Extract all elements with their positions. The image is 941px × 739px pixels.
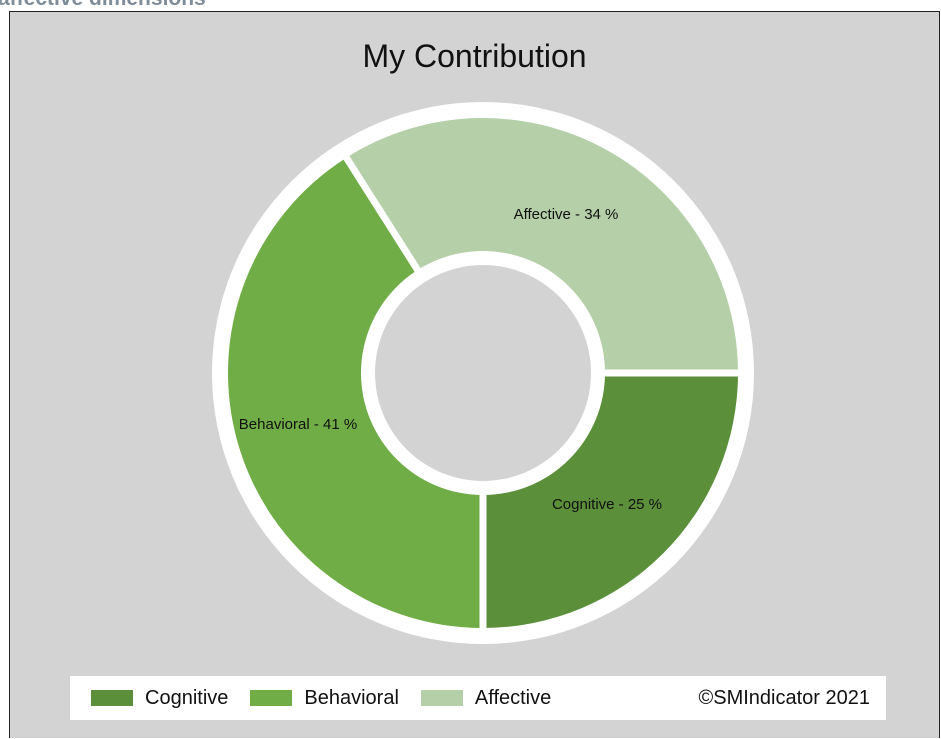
data-label-cognitive: Cognitive - 25 % <box>552 496 662 513</box>
legend-label-affective: Affective <box>474 686 552 709</box>
slice-separator <box>342 154 431 288</box>
legend-label-behavioral: Behavioral <box>304 686 399 709</box>
legend-item-behavioral: Behavioral <box>250 687 399 710</box>
chart-legend: Cognitive Behavioral Affective ©SMIndica… <box>70 676 886 720</box>
donut-hole <box>375 265 591 481</box>
slice-cognitive <box>483 373 738 628</box>
page-heading: affective dimensions <box>0 0 206 11</box>
chart-frame: My Contribution Cognitive - 25 % Behavior… <box>9 11 940 738</box>
donut-chart: Cognitive - 25 % Behavioral - 41 % Affecti… <box>212 102 754 644</box>
legend-label-cognitive: Cognitive <box>145 686 229 709</box>
legend-swatch-affective <box>420 690 463 706</box>
legend-item-cognitive: Cognitive <box>91 687 228 710</box>
chart-title: My Contribution <box>362 38 587 74</box>
slice-affective <box>346 118 738 373</box>
legend-swatch-cognitive <box>91 690 133 706</box>
legend-item-affective: Affective <box>420 686 552 710</box>
copyright-text: ©SMIndicator 2021 <box>698 686 871 709</box>
data-label-affective: Affective - 34 % <box>514 206 619 223</box>
legend-swatch-behavioral <box>250 690 293 706</box>
data-label-behavioral: Behavioral - 41 % <box>239 416 357 433</box>
